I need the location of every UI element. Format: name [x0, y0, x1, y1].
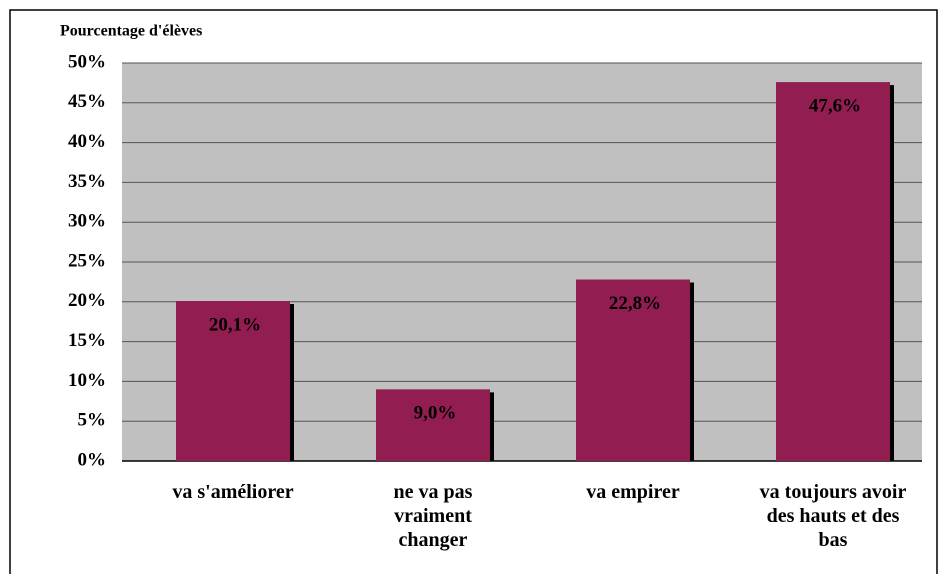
bar	[776, 82, 890, 461]
x-tick-label: va s'améliorer	[172, 481, 294, 503]
y-tick-label: 0%	[78, 449, 107, 470]
data-label: 20,1%	[209, 314, 261, 335]
y-tick-label: 45%	[68, 91, 106, 112]
frame	[9, 9, 938, 574]
y-tick-label: 25%	[68, 250, 106, 271]
y-tick-label: 5%	[78, 410, 107, 431]
x-tick-label: va toujours avoir des hauts et des bas	[759, 481, 907, 551]
bar	[576, 279, 690, 461]
y-tick-label: 50%	[68, 51, 106, 72]
y-tick-label: 30%	[68, 211, 106, 232]
y-tick-label: 20%	[68, 290, 106, 311]
x-tick-label: ne va pas vraiment changer	[393, 481, 473, 551]
data-label: 22,8%	[609, 293, 661, 314]
y-tick-label: 15%	[68, 330, 106, 351]
bar	[176, 301, 290, 461]
bar	[376, 389, 490, 461]
y-axis-label: Pourcentage d'élèves	[60, 23, 202, 40]
y-tick-label: 40%	[68, 131, 106, 152]
y-tick-label: 35%	[68, 171, 106, 192]
data-label: 9,0%	[414, 403, 457, 424]
x-tick-label: va empirer	[586, 481, 680, 503]
data-label: 47,6%	[809, 95, 861, 116]
y-tick-label: 10%	[68, 370, 106, 391]
